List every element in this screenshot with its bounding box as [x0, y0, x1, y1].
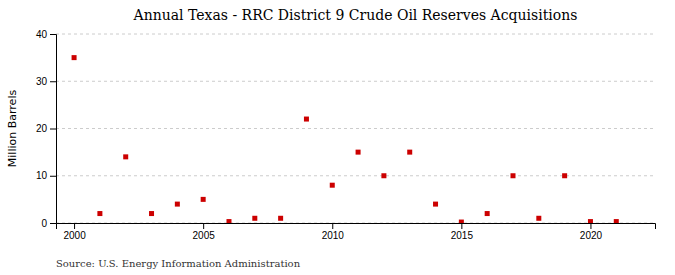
- x-tick-mark: [590, 223, 591, 229]
- point: [226, 219, 231, 223]
- point: [459, 220, 464, 223]
- point: [407, 150, 412, 155]
- point: [614, 219, 619, 223]
- x-tick-mark: [203, 223, 204, 229]
- point: [356, 150, 361, 155]
- point: [278, 216, 283, 221]
- y-tick-label: 10: [36, 170, 48, 181]
- grid-line: [56, 34, 655, 35]
- y-tick-label: 0: [41, 218, 47, 229]
- source-note: Source: U.S. Energy Information Administ…: [56, 258, 301, 269]
- point: [510, 173, 515, 178]
- x-axis: 2000 2005 2010 2015 2020: [57, 223, 656, 241]
- points: [72, 55, 619, 223]
- plot: 2000 2005 2010 2015 2020 0 10 20 30 40: [36, 29, 656, 241]
- y-tick-label: 30: [36, 76, 48, 87]
- y-tick-label: 20: [36, 123, 48, 134]
- x-tick-mark: [461, 223, 462, 229]
- x-tick: 2000: [63, 223, 86, 241]
- grid-line: [56, 128, 655, 129]
- y-axis: 0 10 20 30 40: [36, 29, 57, 229]
- y-tick-mark: [50, 223, 56, 224]
- chart: 2000 2005 2010 2015 2020 0 10 20 30 40 Annual Texa…: [0, 0, 675, 275]
- point: [123, 154, 128, 159]
- point: [97, 211, 102, 216]
- point: [381, 173, 386, 178]
- x-tick-label: 2005: [193, 230, 216, 241]
- x-tick-label: 2015: [451, 230, 474, 241]
- point: [72, 55, 77, 60]
- y-axis-line: [50, 35, 57, 224]
- y-tick-label: 40: [36, 29, 48, 40]
- x-tick-mark: [74, 223, 75, 229]
- x-tick-mark: [332, 223, 333, 229]
- x-tick: 2015: [451, 223, 474, 241]
- point: [149, 211, 154, 216]
- y-tick: 10: [36, 170, 56, 181]
- y-tick-mark: [50, 81, 56, 82]
- point: [536, 216, 541, 221]
- grid-line: [56, 81, 655, 82]
- point: [175, 202, 180, 207]
- point: [588, 219, 593, 223]
- point: [433, 202, 438, 207]
- y-tick: 20: [36, 123, 56, 134]
- y-axis-title: Million Barrels: [6, 90, 19, 168]
- y-tick-mark: [50, 34, 56, 35]
- y-tick-mark: [50, 176, 56, 177]
- grid: [56, 34, 655, 223]
- x-tick: 2010: [322, 223, 345, 241]
- y-tick: 40: [36, 29, 56, 40]
- x-tick-label: 2000: [63, 230, 86, 241]
- point: [330, 183, 335, 188]
- point: [252, 216, 257, 221]
- x-tick: 2005: [193, 223, 216, 241]
- point: [304, 117, 309, 122]
- x-axis-line: [57, 224, 656, 230]
- y-tick: 0: [41, 218, 56, 229]
- point: [485, 211, 490, 216]
- point: [201, 197, 206, 202]
- y-tick: 30: [36, 76, 56, 87]
- point: [562, 173, 567, 178]
- y-tick-mark: [50, 129, 56, 130]
- x-tick: 2020: [580, 223, 603, 241]
- title: Annual Texas - RRC District 9 Crude Oil …: [133, 7, 578, 23]
- x-tick-label: 2010: [322, 230, 345, 241]
- x-tick-label: 2020: [580, 230, 603, 241]
